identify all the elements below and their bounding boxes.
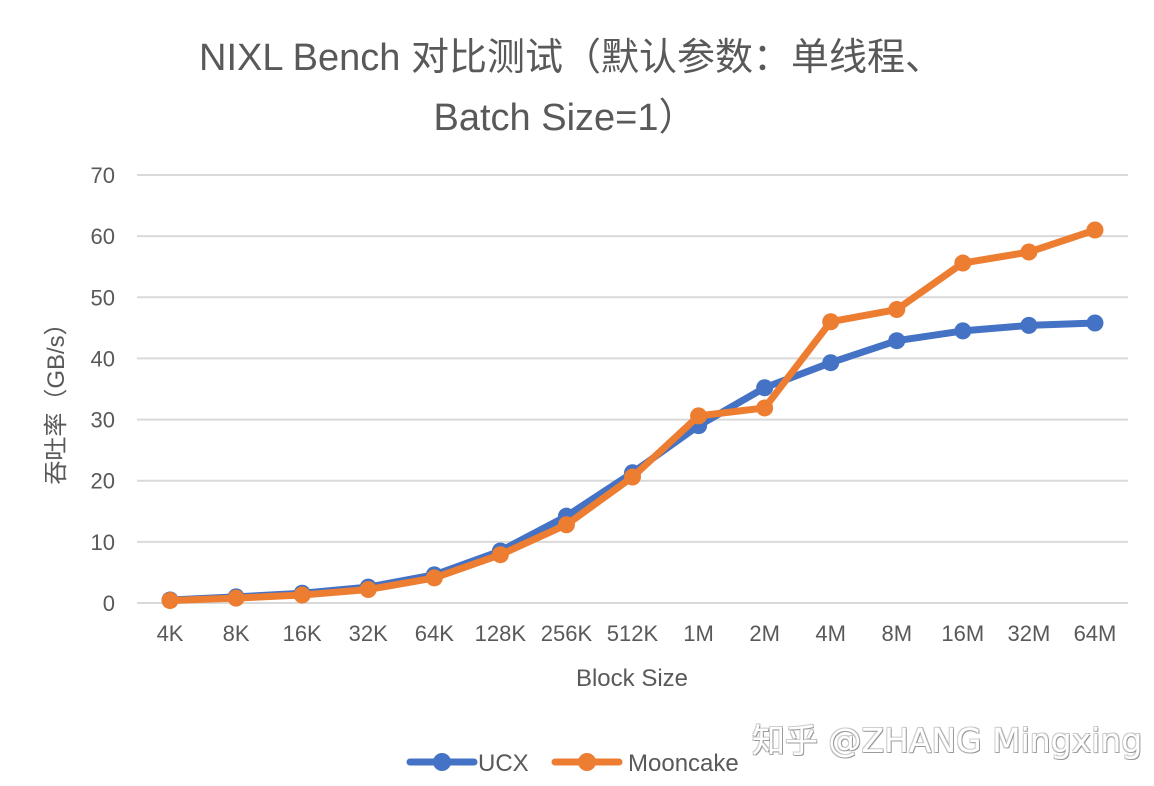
data-point (888, 332, 906, 350)
legend-item-ucx: UCX (406, 750, 529, 777)
data-point (1020, 316, 1038, 334)
data-point (756, 399, 774, 417)
chart-title-line-2: Batch Size=1） (433, 97, 697, 139)
legend-marker-icon (578, 753, 596, 771)
x-tick-label: 16K (283, 621, 322, 646)
data-point (756, 379, 774, 397)
legend-label: Mooncake (628, 750, 739, 777)
x-tick-label: 32M (1008, 621, 1051, 646)
y-tick-label: 40 (91, 346, 115, 371)
y-tick-label: 30 (91, 408, 115, 433)
data-point (624, 468, 641, 486)
data-point (359, 581, 377, 599)
legend: UCX Mooncake (406, 750, 739, 777)
legend-marker-icon (433, 753, 451, 771)
watermark: 知乎 @ZHANG Mingxing (752, 721, 1143, 760)
x-tick-label: 32K (349, 621, 388, 646)
x-axis-ticks: 4K 8K 16K 32K 64K 128K 256K 512K 1M 2M 4M 8M 16M 32M 6… (157, 621, 1117, 646)
x-tick-label: 8K (223, 621, 250, 646)
legend-label: UCX (478, 750, 529, 777)
x-tick-label: 8M (881, 621, 912, 646)
x-tick-label: 2M (749, 621, 780, 646)
y-tick-label: 50 (91, 285, 115, 310)
x-tick-label: 128K (475, 621, 527, 646)
data-point (227, 589, 245, 607)
x-tick-label: 4K (157, 621, 184, 646)
x-axis-title: Block Size (576, 665, 688, 692)
data-point (557, 516, 575, 534)
x-tick-label: 1M (683, 621, 714, 646)
legend-item-mooncake: Mooncake (551, 750, 739, 777)
data-point (425, 569, 443, 587)
data-point (690, 407, 708, 425)
y-tick-label: 60 (91, 224, 115, 249)
data-point (954, 322, 972, 340)
y-tick-label: 70 (91, 163, 115, 188)
series-line (166, 226, 1099, 605)
data-point (1086, 221, 1104, 239)
x-tick-label: 64K (415, 621, 454, 646)
y-tick-label: 0 (103, 591, 115, 616)
y-axis-ticks: 0 10 20 30 40 50 60 70 (91, 163, 115, 616)
data-point (161, 592, 179, 610)
x-tick-label: 512K (607, 621, 659, 646)
data-point (888, 301, 906, 319)
x-tick-label: 256K (541, 621, 593, 646)
y-tick-label: 10 (91, 530, 115, 555)
x-tick-label: 16M (941, 621, 984, 646)
data-point (822, 313, 840, 331)
series-line (166, 319, 1099, 604)
y-axis-title: 吞吐率（GB/s） (43, 311, 70, 484)
data-point (954, 254, 972, 272)
x-tick-label: 4M (815, 621, 846, 646)
y-tick-label: 20 (91, 469, 115, 494)
data-point (1020, 243, 1038, 261)
series-mooncake (161, 221, 1104, 610)
data-series (161, 221, 1104, 610)
data-point (491, 546, 509, 564)
data-point (822, 354, 840, 372)
data-point (293, 586, 311, 604)
data-point (1086, 314, 1104, 332)
x-tick-label: 64M (1074, 621, 1117, 646)
chart-title-line-1: NIXL Bench 对比测试（默认参数：单线程、 (199, 37, 943, 79)
gridlines (137, 174, 1128, 604)
